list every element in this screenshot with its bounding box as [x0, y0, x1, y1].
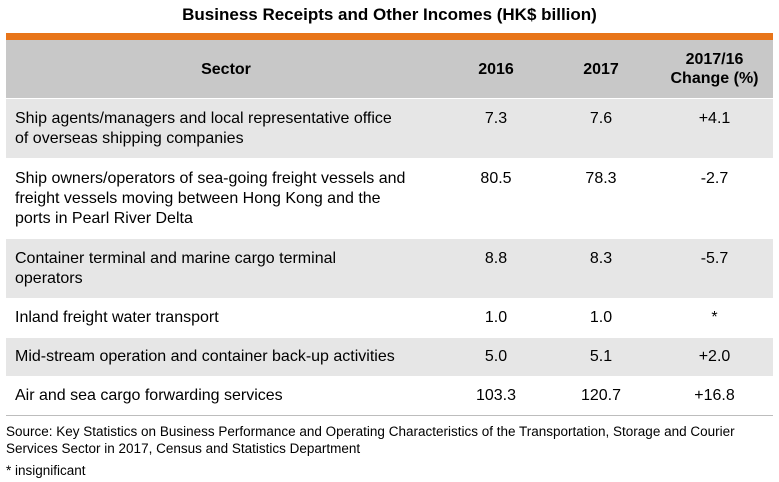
- value-2016: 1.0: [446, 298, 546, 338]
- table-row: Air and sea cargo forwarding services 10…: [6, 376, 773, 416]
- value-2017: 120.7: [546, 376, 656, 416]
- header-change-line2: Change (%): [670, 70, 759, 87]
- value-change: -2.7: [656, 158, 773, 239]
- sector-cell: Air and sea cargo forwarding services: [6, 376, 446, 416]
- header-row: Sector 2016 2017 2017/16 Change (%): [6, 40, 773, 99]
- table-row: Ship owners/operators of sea-going freig…: [6, 158, 773, 239]
- header-change: 2017/16 Change (%): [656, 40, 773, 99]
- value-2016: 5.0: [446, 337, 546, 377]
- source-note: Source: Key Statistics on Business Perfo…: [6, 423, 776, 457]
- accent-bar: [6, 33, 773, 40]
- value-2016: 7.3: [446, 98, 546, 159]
- header-change-line1: 2017/16: [685, 51, 744, 68]
- sector-cell: Container terminal and marine cargo term…: [6, 238, 446, 299]
- header-2016: 2016: [446, 40, 546, 99]
- sector-line: Ship agents/managers and local represent…: [15, 110, 392, 127]
- table-bottom-rule: [6, 415, 773, 416]
- value-change: *: [656, 298, 773, 338]
- table-row: Mid-stream operation and container back-…: [6, 337, 773, 377]
- sector-cell: Ship agents/managers and local represent…: [6, 98, 446, 159]
- source-line: Services Sector in 2017, Census and Stat…: [6, 441, 361, 456]
- sector-line: Air and sea cargo forwarding services: [15, 387, 283, 404]
- table-title: Business Receipts and Other Incomes (HK$…: [182, 5, 597, 24]
- header-2017: 2017: [546, 40, 656, 99]
- value-change: -5.7: [656, 238, 773, 299]
- sector-cell: Inland freight water transport: [6, 298, 446, 338]
- sector-line: Container terminal and marine cargo term…: [15, 250, 337, 267]
- sector-line: of overseas shipping companies: [15, 130, 244, 147]
- receipts-table: Sector 2016 2017 2017/16 Change (%) Ship…: [6, 40, 773, 416]
- source-line: Source: Key Statistics on Business Perfo…: [6, 424, 735, 439]
- sector-line: Inland freight water transport: [15, 309, 219, 326]
- footnote: * insignificant: [6, 463, 86, 478]
- value-change: +4.1: [656, 98, 773, 159]
- value-change: +2.0: [656, 337, 773, 377]
- value-2017: 7.6: [546, 98, 656, 159]
- value-2017: 1.0: [546, 298, 656, 338]
- sector-line: Mid-stream operation and container back-…: [15, 348, 395, 365]
- value-2016: 8.8: [446, 238, 546, 299]
- value-change: +16.8: [656, 376, 773, 416]
- table-row: Ship agents/managers and local represent…: [6, 98, 773, 159]
- value-2017: 8.3: [546, 238, 656, 299]
- sector-line: operators: [15, 270, 83, 287]
- table-row: Inland freight water transport 1.0 1.0 *: [6, 298, 773, 338]
- sector-line: ports in Pearl River Delta: [15, 210, 193, 227]
- value-2017: 5.1: [546, 337, 656, 377]
- sector-line: Ship owners/operators of sea-going freig…: [15, 170, 406, 187]
- value-2017: 78.3: [546, 158, 656, 239]
- sector-line: freight vessels moving between Hong Kong…: [15, 190, 381, 207]
- value-2016: 103.3: [446, 376, 546, 416]
- header-sector: Sector: [6, 40, 446, 99]
- value-2016: 80.5: [446, 158, 546, 239]
- table-row: Container terminal and marine cargo term…: [6, 238, 773, 299]
- sector-cell: Mid-stream operation and container back-…: [6, 337, 446, 377]
- sector-cell: Ship owners/operators of sea-going freig…: [6, 158, 446, 239]
